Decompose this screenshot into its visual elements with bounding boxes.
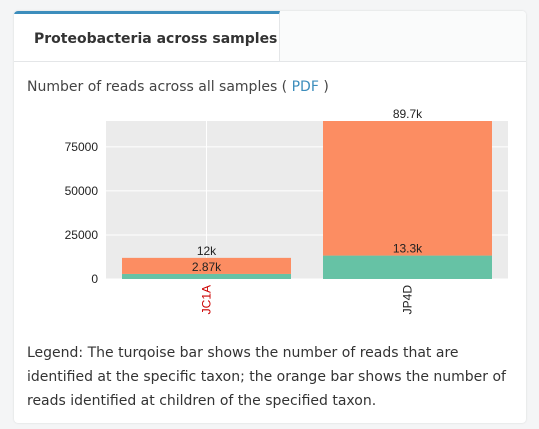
y-tick-label-0: 0 bbox=[91, 272, 98, 286]
y-tick-label-75000: 75000 bbox=[65, 140, 99, 154]
bar-JC1A-specific bbox=[122, 273, 291, 279]
pdf-link[interactable]: PDF bbox=[291, 79, 319, 95]
tab-label: Proteobacteria across samples bbox=[34, 31, 278, 47]
bar-JP4D-children bbox=[323, 121, 492, 256]
subtitle-text: Number of reads across all samples ( bbox=[27, 79, 288, 95]
chart-subtitle: Number of reads across all samples ( PDF… bbox=[27, 79, 329, 95]
legend-text: Legend: The turqoise bar shows the numbe… bbox=[27, 345, 506, 409]
data-label-specific-JP4D: 13.3k bbox=[393, 242, 423, 256]
data-label-total-JP4D: 89.7k bbox=[393, 107, 423, 121]
data-label-specific-JC1A: 2.87k bbox=[192, 260, 222, 274]
y-tick-label-50000: 50000 bbox=[65, 184, 99, 198]
y-tick-label-25000: 25000 bbox=[65, 228, 99, 242]
bar-JC1A-children bbox=[122, 257, 291, 274]
tab-proteobacteria[interactable]: Proteobacteria across samples bbox=[14, 11, 280, 61]
data-label-total-JC1A: 12k bbox=[197, 244, 217, 258]
tab-bar: Proteobacteria across samples bbox=[14, 11, 526, 62]
reads-bar-chart: 0 25000 50000 75000 2.87k 12k JC1A 13.3k 89.7k JP… bbox=[65, 107, 508, 315]
x-tick-label-JP4D: JP4D bbox=[401, 285, 415, 315]
taxon-panel: Proteobacteria across samples Number of … bbox=[14, 11, 526, 423]
x-tick-label-JC1A: JC1A bbox=[200, 285, 214, 314]
bar-JP4D-specific bbox=[323, 255, 492, 279]
subtitle-close: ) bbox=[323, 79, 329, 95]
